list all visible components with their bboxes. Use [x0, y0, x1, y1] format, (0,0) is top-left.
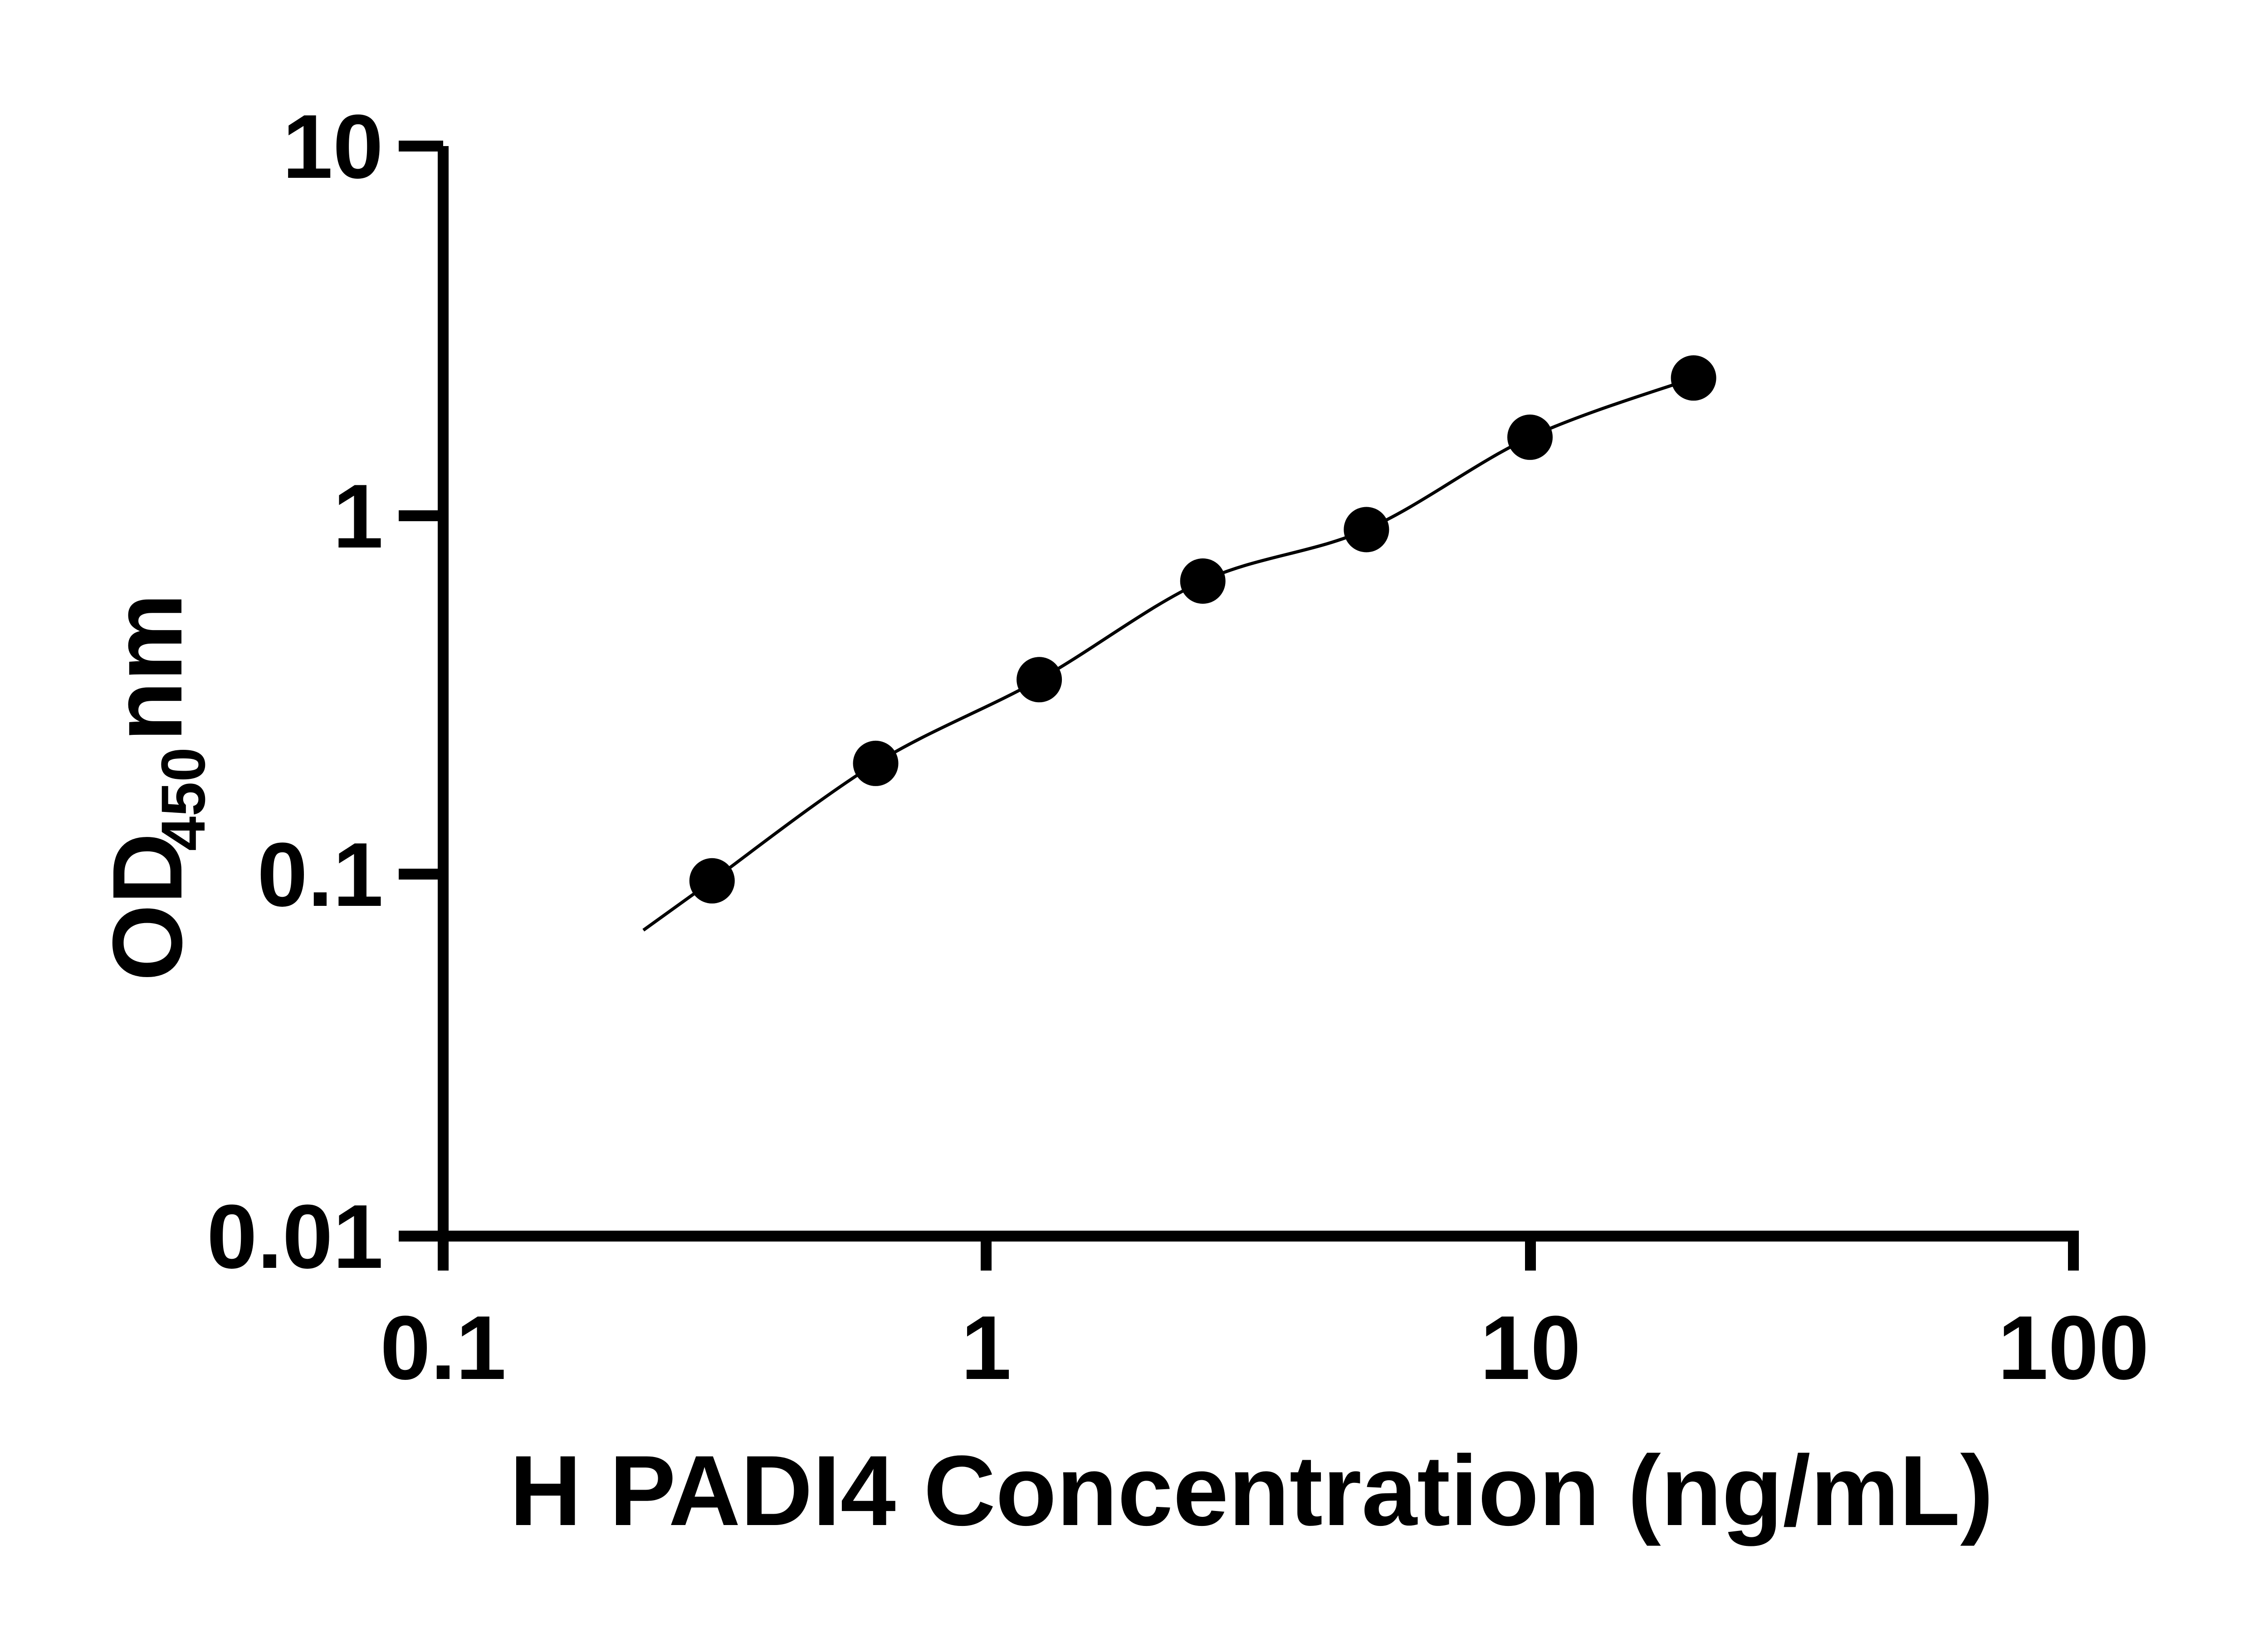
svg-text:1: 1: [333, 466, 383, 567]
svg-text:100: 100: [1998, 1297, 2149, 1398]
svg-text:0.1: 0.1: [380, 1297, 506, 1398]
svg-text:450: 450: [149, 747, 218, 851]
svg-text:OD: OD: [93, 833, 203, 981]
svg-text:0.1: 0.1: [257, 824, 383, 925]
svg-text:10: 10: [1480, 1297, 1581, 1398]
svg-text:1: 1: [961, 1297, 1011, 1398]
svg-text:H PADI4 Concentration (ng/mL): H PADI4 Concentration (ng/mL): [509, 1435, 1993, 1546]
svg-text:nm: nm: [93, 593, 203, 742]
svg-text:0.01: 0.01: [207, 1186, 383, 1287]
svg-text:10: 10: [283, 96, 383, 197]
